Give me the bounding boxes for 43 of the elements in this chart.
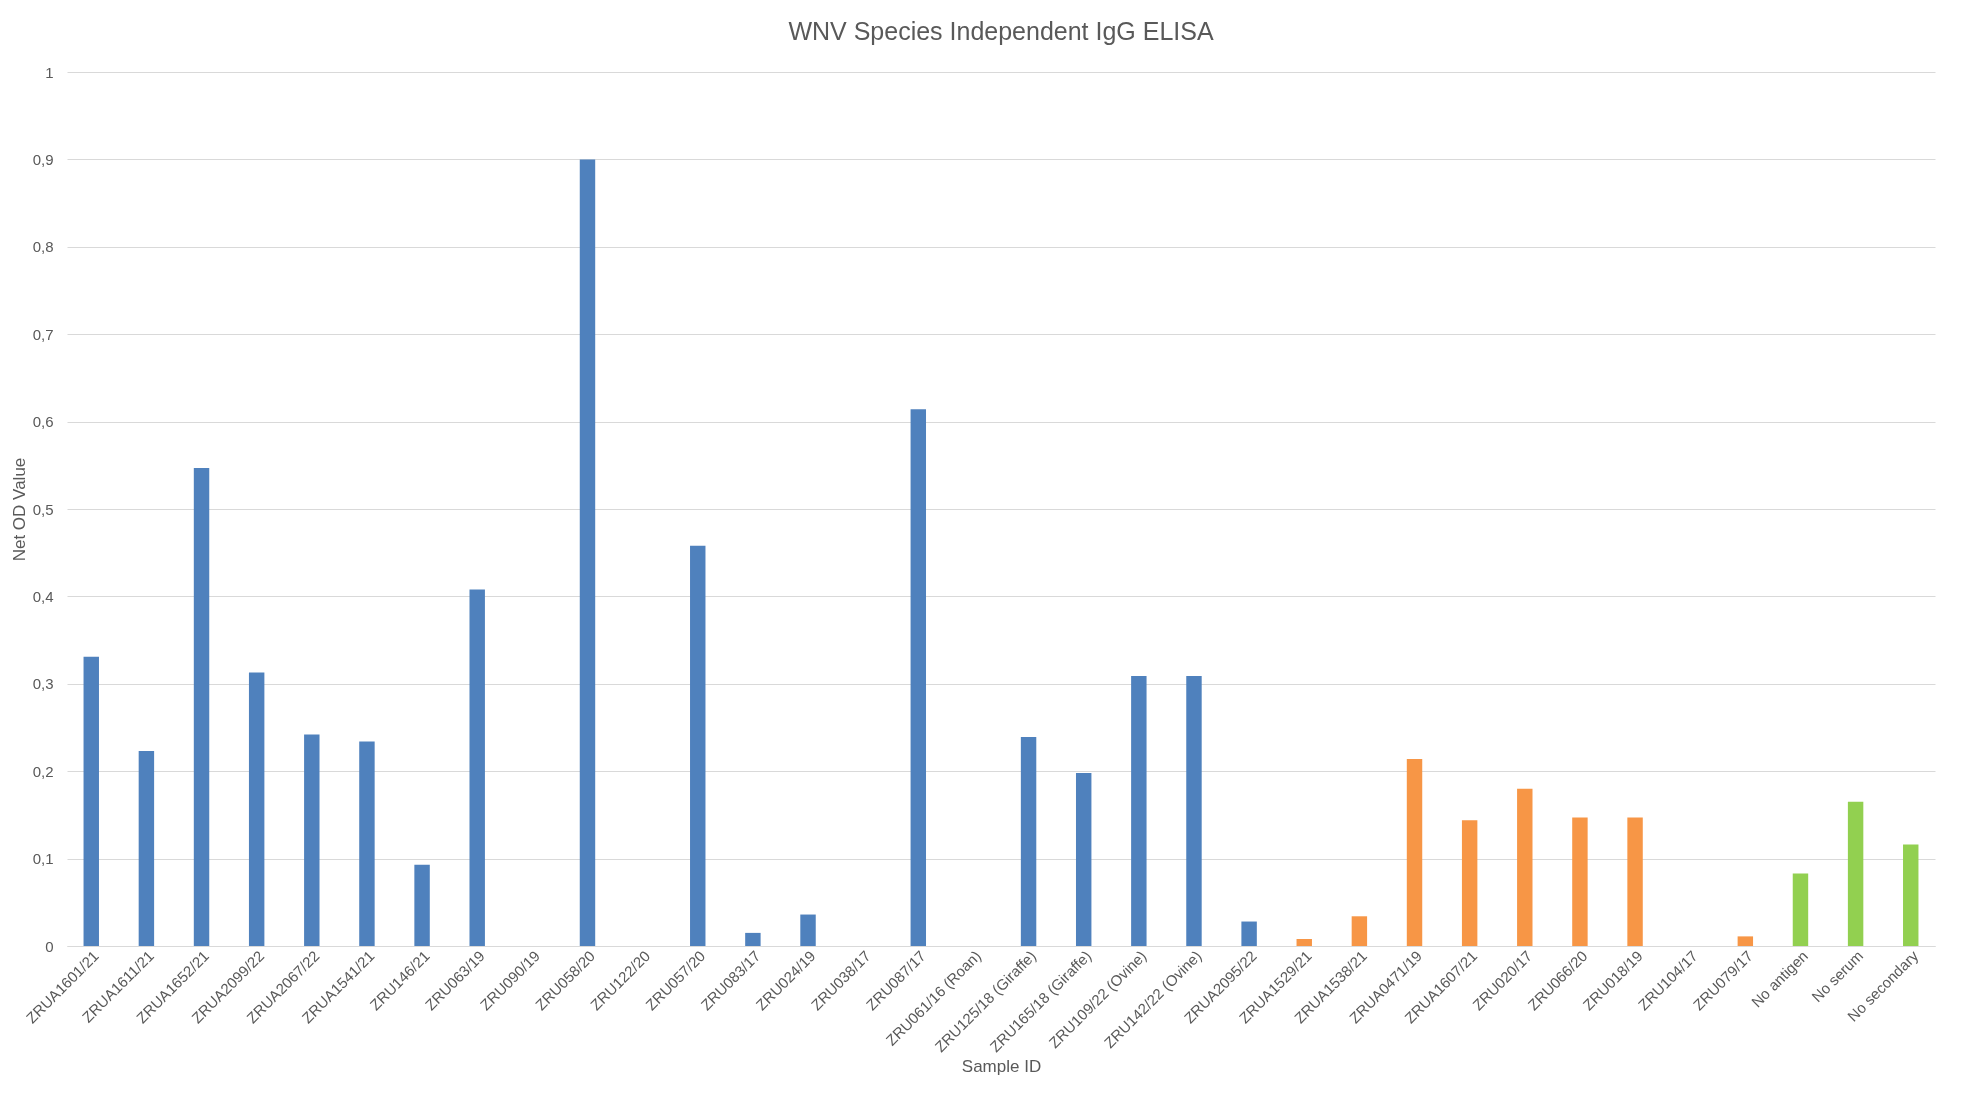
y-tick-label: 0,3 bbox=[32, 675, 54, 693]
bar bbox=[1131, 675, 1147, 946]
bar bbox=[248, 672, 265, 946]
bar bbox=[1572, 817, 1588, 946]
bar bbox=[1351, 916, 1368, 946]
bar bbox=[690, 545, 706, 946]
bar bbox=[1792, 873, 1809, 946]
y-tick-label: 0,1 bbox=[32, 850, 54, 868]
bar bbox=[1627, 817, 1643, 946]
bar bbox=[1461, 820, 1478, 946]
bar bbox=[1737, 936, 1754, 946]
x-axis-title: Sample ID bbox=[961, 1057, 1042, 1076]
bar bbox=[1186, 675, 1202, 946]
bar bbox=[1903, 844, 1919, 946]
bar bbox=[1406, 758, 1423, 946]
bar bbox=[304, 734, 320, 946]
bar bbox=[193, 467, 210, 946]
bar bbox=[579, 159, 596, 946]
bar bbox=[469, 589, 485, 946]
bar bbox=[1847, 801, 1864, 946]
bar bbox=[800, 914, 816, 946]
bar bbox=[1241, 921, 1257, 946]
y-tick-label: 0,6 bbox=[32, 413, 54, 431]
bar bbox=[745, 932, 761, 946]
y-axis-title: Net OD Value bbox=[9, 457, 29, 562]
y-tick-label: 0,7 bbox=[32, 325, 54, 343]
chart-title: WNV Species Independent IgG ELISA bbox=[788, 17, 1214, 45]
y-tick-label: 0,9 bbox=[32, 150, 54, 168]
y-tick-label: 0,5 bbox=[32, 500, 54, 518]
bar bbox=[414, 864, 430, 946]
y-tick-label: 1 bbox=[45, 63, 54, 81]
bar bbox=[138, 751, 155, 946]
bar bbox=[910, 409, 927, 946]
y-tick-label: 0,2 bbox=[32, 762, 54, 780]
y-tick-label: 0,8 bbox=[32, 238, 54, 256]
bar bbox=[359, 741, 375, 946]
bar bbox=[1075, 772, 1092, 946]
y-tick-label: 0 bbox=[45, 937, 54, 955]
bar bbox=[1020, 737, 1037, 946]
y-tick-label: 0,4 bbox=[32, 587, 54, 605]
bar bbox=[83, 656, 99, 946]
bar bbox=[1296, 939, 1312, 946]
bar bbox=[1517, 788, 1533, 946]
